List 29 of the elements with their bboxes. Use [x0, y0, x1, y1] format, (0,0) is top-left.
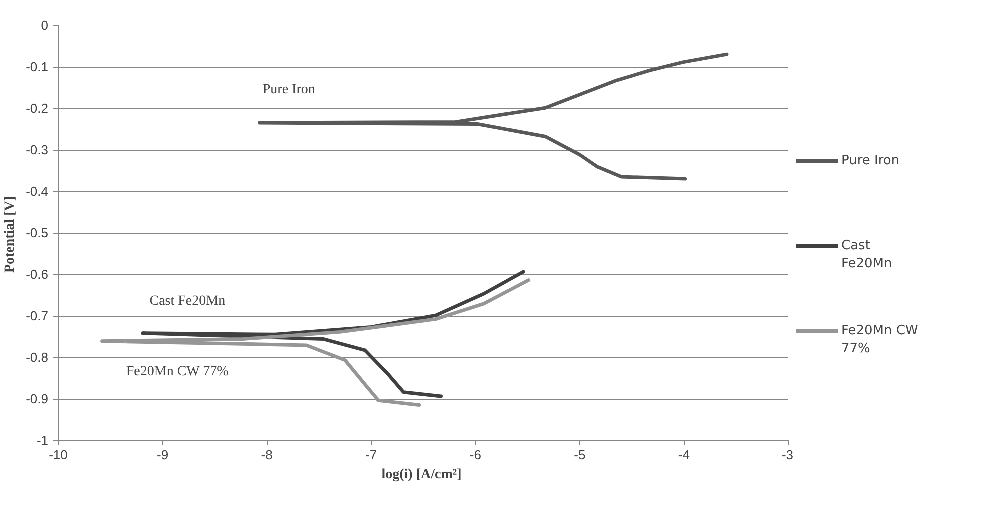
x-tick-label: -7 — [366, 448, 378, 462]
line-series — [258, 52, 729, 181]
y-tick-label: 0 — [41, 18, 49, 33]
x-tick-label: -8 — [261, 448, 273, 462]
legend-label: Pure Iron — [842, 154, 900, 168]
y-tick-label: -0.3 — [26, 142, 49, 158]
y-tick-label: -1 — [36, 433, 49, 448]
y-tick-label: -0.9 — [26, 392, 49, 406]
legend-label: Cast Fe20Mn — [842, 238, 892, 272]
x-tick-label: -5 — [574, 448, 586, 462]
y-tick-label: -0.7 — [26, 308, 49, 324]
line-series — [100, 278, 531, 407]
x-tick-label: -6 — [470, 448, 482, 462]
y-tick-label: -0.6 — [26, 267, 49, 282]
x-axis-title: log(i) [A/cm²] — [382, 468, 462, 482]
annotation: Pure Iron — [262, 82, 316, 98]
x-tick-label: -9 — [157, 448, 169, 462]
annotation: Cast Fe20Mn — [150, 294, 226, 309]
y-axis-title: Potential [V] — [3, 196, 18, 274]
y-tick-label: -0.1 — [26, 60, 49, 74]
y-tick-label: -0.2 — [26, 101, 49, 116]
annotation: Fe20Mn CW 77% — [126, 364, 230, 380]
y-tick-label: -0.8 — [26, 350, 49, 365]
y-tick-label: -0.4 — [26, 184, 49, 199]
legend-label: Fe20Mn CW 77% — [842, 324, 918, 356]
y-tick-label: -0.5 — [26, 226, 49, 240]
x-tick-label: -4 — [678, 448, 690, 462]
x-tick-label: -10 — [49, 448, 68, 462]
x-tick-label: -3 — [782, 448, 794, 462]
